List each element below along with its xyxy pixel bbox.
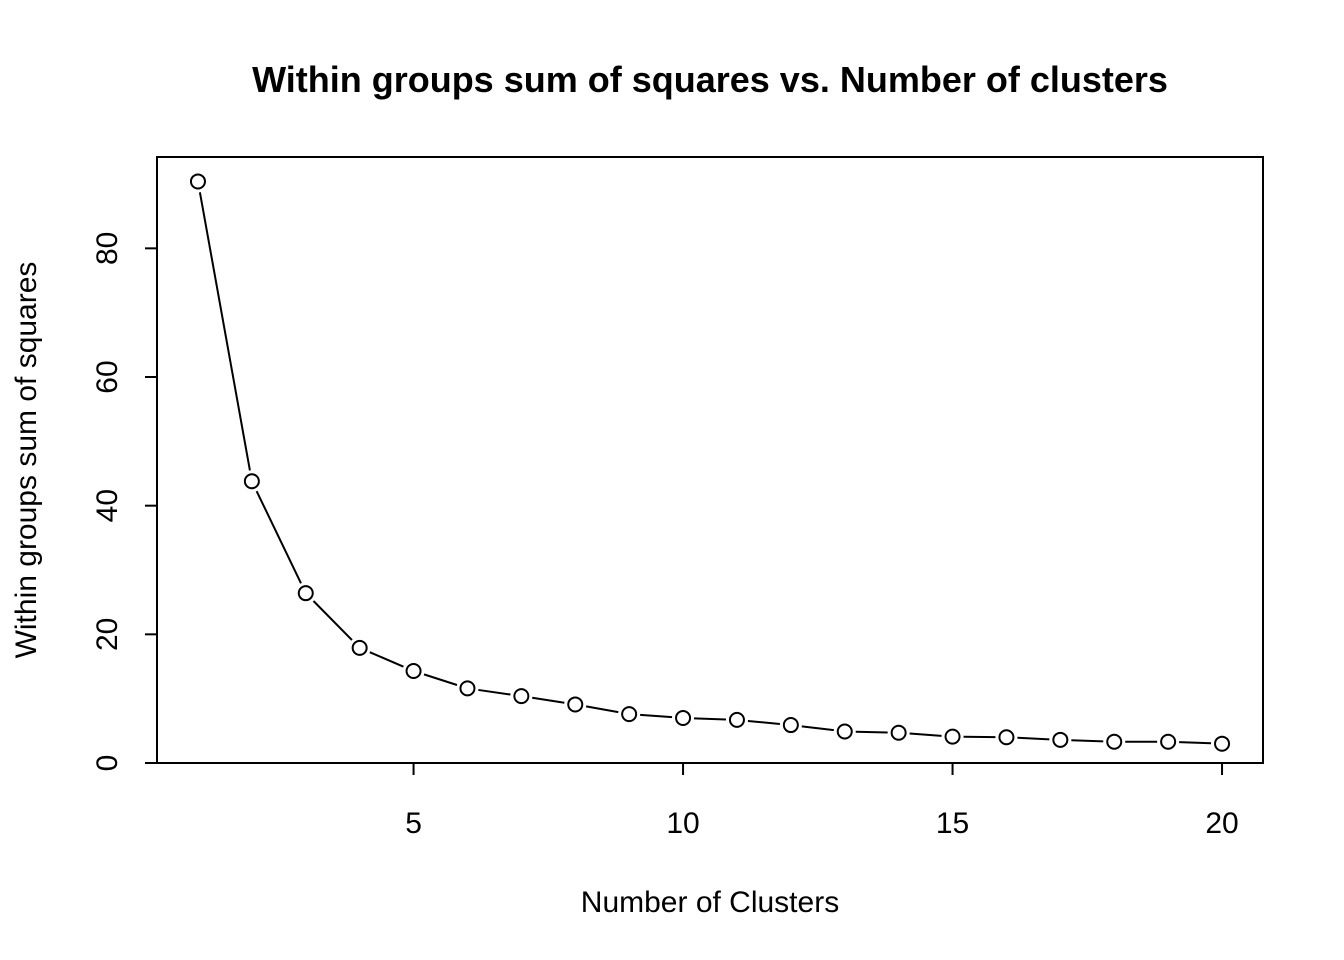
data-point	[1052, 731, 1069, 748]
y-tick-label: 80	[91, 232, 124, 265]
y-tick-label: 20	[91, 618, 124, 651]
chart-title: Within groups sum of squares vs. Number …	[252, 59, 1168, 100]
data-point	[567, 696, 584, 713]
series-points	[189, 173, 1231, 752]
data-point	[836, 723, 853, 740]
y-axis: 0 20 40 60 80	[91, 232, 158, 772]
x-axis: 5 10 15 20	[405, 762, 1239, 840]
series-segment	[423, 673, 458, 686]
series-segment	[694, 717, 726, 721]
series-segment	[801, 725, 834, 732]
series-segment	[1179, 741, 1212, 745]
x-axis-label: Number of Clusters	[581, 886, 839, 919]
x-tick-label: 5	[405, 807, 422, 840]
y-tick-label: 40	[91, 489, 124, 522]
data-point	[513, 688, 530, 705]
x-tick-label: 10	[666, 807, 699, 840]
data-point	[189, 173, 206, 190]
x-tick-label: 15	[936, 807, 969, 840]
data-point	[728, 711, 745, 728]
data-point	[890, 724, 907, 741]
series-segment	[855, 730, 888, 734]
series-segment	[312, 600, 353, 641]
plot-frame	[156, 156, 1264, 764]
y-axis-label: Within groups sum of squares	[10, 262, 43, 659]
series-segment	[747, 719, 780, 725]
x-tick-label: 20	[1205, 807, 1238, 840]
data-point	[1106, 733, 1123, 750]
series-segment	[585, 705, 619, 714]
series-segment	[532, 696, 565, 704]
series-segment	[478, 688, 511, 696]
series-segment	[369, 651, 404, 668]
data-point	[351, 639, 368, 656]
series-segment	[255, 490, 302, 584]
series-segment	[198, 192, 251, 471]
series-segment	[909, 732, 942, 737]
y-tick-label: 0	[91, 755, 124, 772]
data-point	[243, 473, 260, 490]
data-point	[459, 680, 476, 697]
data-point	[621, 706, 638, 723]
series-segment	[1071, 739, 1104, 743]
data-point	[1160, 733, 1177, 750]
data-point	[297, 585, 314, 602]
series-line-segments	[198, 192, 1212, 745]
y-tick-label: 60	[91, 360, 124, 393]
data-point	[675, 709, 692, 726]
series-segment	[640, 713, 673, 719]
data-point	[782, 717, 799, 734]
data-point	[1214, 735, 1231, 752]
data-point	[405, 663, 422, 680]
data-point	[944, 728, 961, 745]
series-segment	[1017, 736, 1050, 741]
data-point	[998, 729, 1015, 746]
